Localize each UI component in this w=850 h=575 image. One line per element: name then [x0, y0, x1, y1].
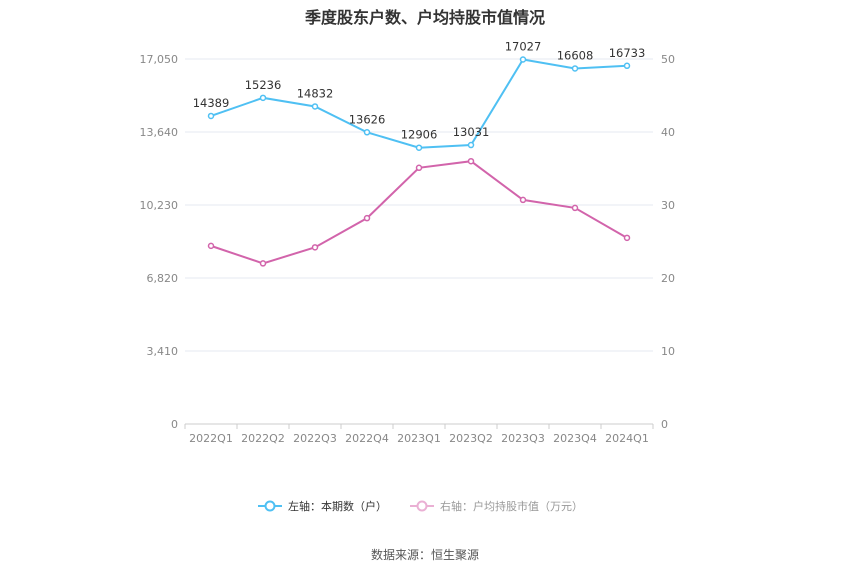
x-tick-label: 2023Q1: [397, 432, 441, 445]
legend-item-left[interactable]: 左轴：本期数（户）: [258, 498, 387, 514]
left-tick-label: 6,820: [147, 272, 179, 285]
right-tick-label: 40: [661, 126, 675, 139]
data-label: 12906: [401, 128, 438, 142]
left-tick-label: 0: [171, 418, 178, 431]
data-label: 17027: [505, 39, 542, 53]
x-tick-label: 2022Q4: [345, 432, 389, 445]
source-note: 数据来源：恒生聚源: [370, 548, 479, 562]
data-label: 14389: [193, 96, 230, 110]
right-tick-label: 0: [661, 418, 668, 431]
right-tick-label: 20: [661, 272, 675, 285]
data-label: 16608: [557, 48, 594, 62]
x-tick-label: 2022Q2: [241, 432, 285, 445]
data-point: [259, 94, 267, 102]
data-point: [623, 62, 631, 70]
x-tick-label: 2023Q2: [449, 432, 493, 445]
data-label: 13626: [349, 112, 386, 126]
data-label: 16733: [609, 46, 646, 60]
left-tick-label: 13,640: [140, 126, 179, 139]
data-point: [623, 234, 631, 242]
legend-label: 左轴：本期数（户）: [288, 500, 387, 513]
data-point: [415, 144, 423, 151]
legend-marker-icon: [410, 500, 434, 512]
left-tick-label: 17,050: [140, 53, 179, 66]
legend-marker-icon: [258, 500, 282, 512]
x-tick-label: 2022Q1: [189, 432, 233, 445]
data-point: [207, 112, 215, 120]
x-tick-label: 2024Q1: [605, 432, 649, 445]
line-chart: 0 0 3,410 10 6,820 20 10,230 30 13,640 40 17,050 50…: [140, 39, 676, 445]
data-point: [363, 129, 371, 136]
data-label: 13031: [453, 125, 490, 139]
x-tick-label: 2023Q3: [501, 432, 545, 445]
x-tick-label: 2023Q4: [553, 432, 597, 445]
right-tick-label: 30: [661, 199, 675, 212]
data-point: [519, 196, 527, 204]
data-point: [467, 141, 475, 149]
data-point: [571, 204, 579, 212]
data-point: [259, 260, 267, 267]
data-point: [415, 164, 423, 172]
data-point: [571, 65, 579, 72]
legend-label: 右轴：户均持股市值（万元）: [440, 500, 583, 513]
right-tick-label: 10: [661, 345, 675, 358]
right-tick-label: 50: [661, 53, 675, 66]
data-label: 15236: [245, 78, 282, 92]
data-point: [311, 244, 319, 251]
series-line-1: [210, 160, 628, 265]
left-tick-label: 3,410: [147, 345, 179, 358]
left-tick-label: 10,230: [140, 199, 179, 212]
data-point: [311, 103, 319, 110]
data-point: [519, 56, 527, 63]
data-point: [363, 214, 371, 222]
data-point: [207, 242, 215, 250]
data-label: 14832: [297, 86, 334, 100]
chart-title: 季度股东户数、户均持股市值情况: [304, 8, 545, 27]
data-point: [467, 157, 475, 165]
x-tick-label: 2022Q3: [293, 432, 337, 445]
legend-item-right[interactable]: 右轴：户均持股市值（万元）: [410, 498, 583, 514]
